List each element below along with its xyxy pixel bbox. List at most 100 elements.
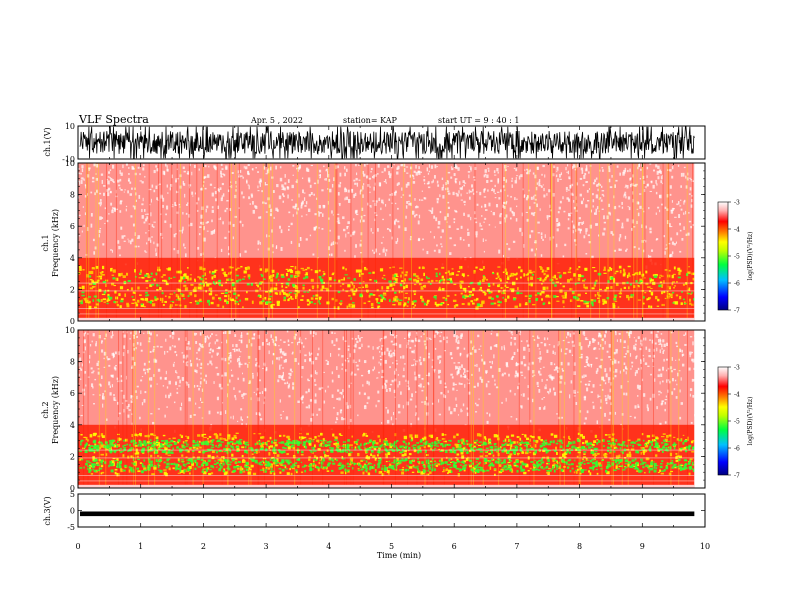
spectrum-speckle bbox=[115, 195, 118, 198]
spectrum-speckle bbox=[595, 194, 599, 199]
spectrum-band-yellow bbox=[285, 272, 288, 277]
spectrum-speckle bbox=[367, 369, 370, 374]
spectrum-band-green bbox=[268, 301, 272, 304]
spectrum-speckle bbox=[92, 238, 95, 242]
spectrum-speckle bbox=[82, 206, 84, 208]
spectrum-band-yellow bbox=[283, 299, 287, 302]
spectrum-band-yellow bbox=[540, 267, 543, 270]
spectrum-speckle bbox=[406, 201, 408, 204]
spectrum-speckle bbox=[201, 417, 204, 419]
spectrum-speckle bbox=[622, 369, 625, 372]
spectrum-speckle bbox=[360, 337, 363, 339]
spectrum-speckle bbox=[573, 362, 576, 366]
spectrum-speckle bbox=[623, 194, 625, 198]
spectrum-band-yellow bbox=[119, 286, 124, 290]
spectrum-speckle bbox=[527, 170, 530, 175]
spectrum-speckle bbox=[568, 189, 570, 191]
spectrum-band-yellow bbox=[210, 472, 214, 475]
spectrum-speckle bbox=[336, 412, 339, 416]
spectrum-band-yellow bbox=[92, 286, 95, 289]
spectrum-speckle bbox=[510, 358, 514, 360]
spectrum-speckle bbox=[107, 176, 110, 178]
spectrum-speckle bbox=[247, 170, 249, 175]
spectrum-speckle bbox=[354, 343, 357, 348]
spectrum-speckle bbox=[437, 220, 441, 225]
spectrum-speckle bbox=[375, 200, 378, 203]
spectrum-speckle bbox=[234, 334, 237, 338]
spectrum-speckle bbox=[389, 228, 391, 232]
spectrum-band-yellow bbox=[174, 304, 179, 306]
spectrum-speckle bbox=[567, 164, 569, 167]
spectrum-speckle bbox=[414, 206, 417, 209]
spectrum-band-yellow bbox=[680, 302, 683, 305]
spectrum-speckle bbox=[526, 172, 528, 175]
spectrum-speckle bbox=[257, 171, 259, 173]
spectrum-speckle bbox=[294, 205, 297, 210]
spectrum-band-yellow bbox=[408, 297, 410, 301]
spectrum-band-yellow bbox=[597, 297, 600, 299]
spectrum-speckle bbox=[390, 349, 392, 353]
spectrum-band-yellow bbox=[182, 441, 185, 444]
spectrum-band-yellow bbox=[453, 283, 457, 285]
spectrum-band-yellow bbox=[481, 278, 485, 282]
spectrum-speckle bbox=[90, 223, 93, 228]
spectrum-band-yellow bbox=[184, 305, 187, 309]
spectrum-speckle bbox=[383, 351, 386, 355]
spectrum-speckle bbox=[357, 368, 360, 371]
spectrum-speckle bbox=[422, 357, 426, 362]
spectrum-band-yellow bbox=[95, 469, 98, 473]
spectrum-speckle bbox=[305, 167, 309, 172]
spectrum-speckle bbox=[389, 354, 392, 358]
spectrum-speckle bbox=[464, 384, 466, 388]
spectrum-spike bbox=[158, 163, 159, 321]
spectrum-speckle bbox=[629, 330, 631, 335]
spectrum-band-yellow bbox=[655, 437, 659, 440]
spectrum-speckle bbox=[538, 389, 541, 393]
spectrum-band-yellow bbox=[450, 461, 452, 463]
spectrum-band-yellow bbox=[523, 273, 525, 277]
spectrum-speckle bbox=[660, 180, 663, 184]
spectrum-speckle bbox=[224, 410, 227, 414]
spectrum-speckle bbox=[596, 420, 598, 425]
spectrum-band-yellow bbox=[423, 446, 426, 448]
spectrum-band-yellow bbox=[360, 459, 364, 463]
spectrum-speckle bbox=[101, 340, 104, 343]
spectrum-speckle bbox=[130, 332, 132, 335]
spectrum-speckle bbox=[480, 215, 483, 217]
spectrum-speckle bbox=[143, 362, 146, 366]
spectrum-band-yellow bbox=[245, 298, 248, 301]
spectrum-band-yellow bbox=[140, 303, 145, 307]
spectrum-speckle bbox=[633, 345, 635, 347]
spectrum-band-yellow bbox=[324, 454, 327, 458]
spectrum-speckle bbox=[681, 354, 683, 357]
spectrum-speckle bbox=[613, 351, 616, 355]
spectrum-speckle bbox=[183, 360, 185, 363]
spectrum-speckle bbox=[598, 365, 601, 368]
spectrum-speckle bbox=[313, 227, 317, 231]
spectrum-band-yellow bbox=[379, 471, 383, 474]
spectrum-speckle bbox=[536, 166, 539, 170]
spectrum-speckle bbox=[296, 211, 298, 215]
spectrum-speckle bbox=[374, 182, 376, 186]
spectrum-speckle bbox=[265, 367, 268, 371]
spectrum-band-yellow bbox=[143, 467, 147, 471]
spectrum-speckle bbox=[459, 352, 462, 356]
spectrum-speckle bbox=[175, 233, 177, 235]
spectrum-band-yellow bbox=[101, 271, 104, 273]
spectrum-band-yellow bbox=[411, 302, 414, 305]
spectrum-speckle bbox=[466, 378, 468, 380]
spectrum-speckle bbox=[168, 380, 171, 385]
spectrum-band-yellow bbox=[118, 273, 121, 277]
spectrum-band-yellow bbox=[524, 295, 528, 297]
spectrum-speckle bbox=[371, 175, 374, 179]
spectrum-spike bbox=[644, 163, 646, 321]
spectrum-speckle bbox=[141, 215, 144, 219]
spectrum-band-yellow bbox=[297, 306, 300, 309]
spectrum-spike bbox=[235, 163, 237, 321]
spectrum-speckle bbox=[583, 235, 586, 239]
spectrum-speckle bbox=[344, 188, 347, 193]
spectrum-speckle bbox=[566, 197, 569, 200]
spectrum-band-yellow bbox=[347, 469, 350, 473]
spectrum-band-yellow bbox=[153, 443, 156, 446]
spectrum-speckle bbox=[286, 330, 289, 333]
